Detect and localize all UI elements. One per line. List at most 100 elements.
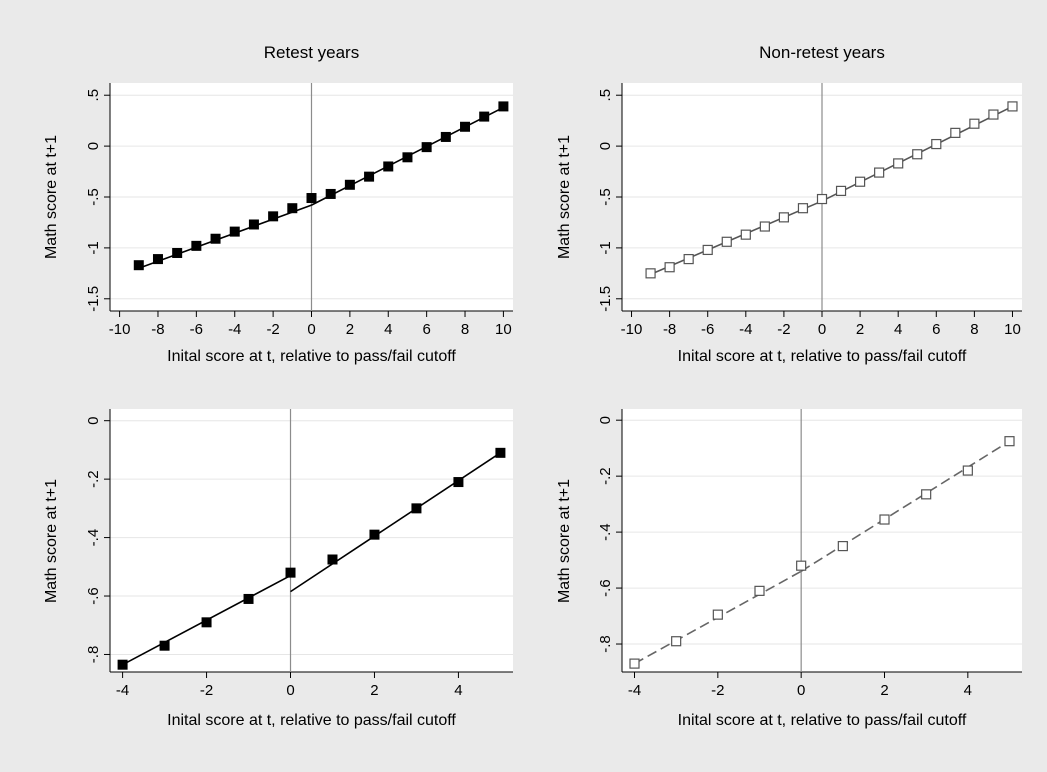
x-tick-label: -6	[701, 321, 714, 338]
panel-nonretest-bottom: -4 -2 0 2 4 -.8 -.6 -.4 -.2 0 Inital score at t,…	[556, 409, 1022, 729]
y-tick-label: -.5	[85, 188, 102, 206]
y-axis-label: Math score at t+1	[43, 479, 60, 603]
y-axis: -.8 -.6 -.4 -.2 0	[85, 409, 111, 672]
x-tick-label: -2	[266, 321, 279, 338]
x-tick-label: 8	[970, 321, 978, 338]
x-tick-label: -2	[777, 321, 790, 338]
x-tick-label: 2	[346, 321, 354, 338]
y-tick-label: -.6	[85, 587, 102, 605]
data-point	[969, 118, 980, 129]
panel-nonretest-top: -10 -8 -6 -4 -2 0 2 4 6 8 10 -1.5 -1 -.5 0 .5 Non-rete…	[556, 43, 1022, 365]
data-point	[816, 193, 828, 205]
data-point	[893, 158, 904, 169]
panel-retest-top: -10 -8 -6 -4 -2 0 2 4 6 8 10 -1.5 -1 -.5 0 .5 Retest y…	[43, 43, 513, 365]
data-point	[759, 221, 770, 232]
data-point	[854, 176, 866, 187]
data-point	[201, 617, 212, 628]
data-point	[931, 138, 942, 150]
data-points	[117, 447, 506, 670]
x-tick-label: -10	[109, 321, 131, 338]
y-tick-label: -.5	[597, 188, 614, 206]
data-point	[778, 212, 790, 223]
x-tick-label: -4	[628, 682, 641, 699]
y-tick-label: -.8	[85, 646, 102, 664]
data-point	[172, 247, 183, 258]
data-point	[210, 233, 221, 244]
data-point	[796, 560, 807, 571]
data-point	[364, 171, 375, 182]
data-point	[152, 254, 163, 265]
x-tick-label: 4	[454, 682, 462, 699]
data-point	[797, 203, 809, 214]
x-tick-label: -8	[151, 321, 164, 338]
data-point	[117, 659, 128, 670]
x-tick-label: 4	[964, 682, 972, 699]
data-point	[837, 540, 848, 552]
data-point	[721, 236, 732, 247]
data-point	[740, 229, 751, 240]
y-tick-label: -.6	[597, 579, 614, 597]
data-point	[912, 149, 923, 160]
data-point	[243, 593, 254, 604]
x-tick-label: 0	[286, 682, 294, 699]
y-tick-label: .5	[85, 89, 102, 102]
x-tick-label: 4	[894, 321, 902, 338]
x-tick-label: -4	[739, 321, 752, 338]
y-tick-label: -.4	[597, 523, 614, 541]
x-tick-label: 4	[384, 321, 392, 338]
data-point	[402, 152, 413, 163]
gridlines	[622, 419, 1022, 645]
data-point	[498, 101, 509, 112]
y-tick-label: -1	[597, 241, 614, 254]
y-axis-label: Math score at t+1	[43, 135, 60, 259]
x-tick-label: 0	[818, 321, 826, 338]
data-point	[327, 554, 338, 565]
data-point	[683, 253, 694, 265]
data-point	[285, 567, 296, 578]
data-point	[453, 477, 464, 488]
x-tick-label: 0	[797, 682, 805, 699]
y-axis: -.8 -.6 -.4 -.2 0	[597, 409, 623, 672]
fit-line	[138, 204, 312, 270]
data-point	[664, 262, 675, 273]
x-axis-label: Inital score at t, relative to pass/fail…	[678, 712, 967, 729]
plot-area	[622, 409, 1022, 672]
x-axis-label: Inital score at t, relative to pass/fail…	[167, 348, 456, 365]
fit-line	[800, 440, 1010, 572]
data-point	[879, 514, 890, 525]
data-point	[1007, 101, 1018, 112]
data-point	[495, 447, 506, 458]
x-axis: -4 -2 0 2 4	[110, 671, 513, 699]
plot-area	[110, 409, 513, 672]
y-tick-label: 0	[597, 416, 614, 424]
data-point	[950, 127, 961, 138]
y-axis-label: Math score at t+1	[556, 135, 573, 259]
data-point	[325, 188, 336, 199]
data-point	[671, 636, 682, 647]
x-tick-label: 10	[495, 321, 512, 338]
data-point	[835, 185, 847, 196]
fit-line	[290, 452, 501, 593]
x-tick-label: 2	[856, 321, 864, 338]
x-axis: -4 -2 0 2 4	[622, 671, 1022, 699]
data-point	[460, 121, 471, 132]
data-point	[962, 465, 973, 476]
y-axis: -1.5 -1 -.5 0 .5	[85, 83, 111, 312]
y-tick-label: 0	[85, 142, 102, 150]
chart-title: Retest years	[264, 43, 359, 62]
data-point	[287, 203, 298, 214]
y-tick-label: 0	[597, 142, 614, 150]
y-axis-label: Math score at t+1	[556, 479, 573, 603]
x-tick-label: 2	[880, 682, 888, 699]
x-tick-label: -4	[228, 321, 241, 338]
data-point	[159, 640, 170, 651]
x-tick-label: -2	[200, 682, 213, 699]
data-points	[645, 101, 1018, 279]
x-tick-label: -10	[621, 321, 643, 338]
data-point	[229, 226, 240, 237]
data-point	[629, 658, 640, 669]
x-tick-label: 6	[932, 321, 940, 338]
data-point	[421, 142, 432, 153]
data-points	[133, 101, 509, 271]
